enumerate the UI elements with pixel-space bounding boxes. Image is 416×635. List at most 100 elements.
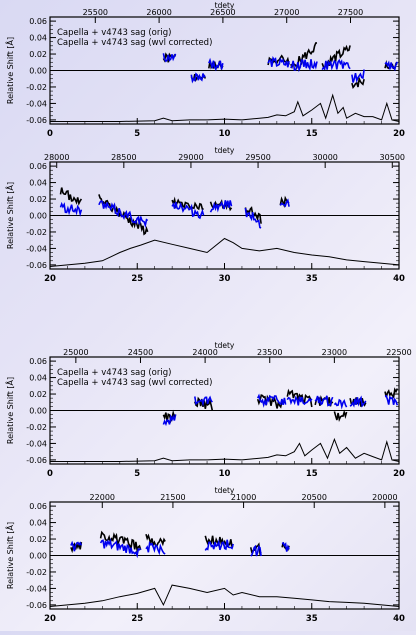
corrected-series-segment <box>314 395 334 407</box>
y-tick-label: -0.04 <box>26 584 47 593</box>
y-tick-label: -0.04 <box>26 99 47 108</box>
y-tick-label: 0.02 <box>29 535 47 544</box>
y-tick-label: 0.02 <box>29 50 47 59</box>
chart-3: 0.06 0.04 0.02 0.00 -0.02 -0.04 -0.060 5 10 15 20 t… <box>4 341 412 479</box>
corrected-series-segment <box>99 538 142 559</box>
corrected-series-segment <box>98 199 149 229</box>
corrected-series-segment <box>250 544 262 557</box>
top-tick-label: 21500 <box>160 493 185 502</box>
y-axis-label: Relative Shift [Å] <box>4 37 15 104</box>
y-tick-label: 0.02 <box>29 390 47 399</box>
corrected-series-segment <box>208 57 224 72</box>
orig-series-segment <box>290 42 318 70</box>
y-tick-label: 0.00 <box>29 212 47 221</box>
chart-1: 0.06 0.04 0.02 0.00 -0.02 -0.04 -0.060 5 10 15 20 t… <box>4 1 405 139</box>
chart-panel-4: 0.06 0.04 0.02 0.00 -0.02 -0.04 -0.06 20 25 30 35 4… <box>0 485 416 635</box>
y-tick-label: 0.06 <box>29 17 47 26</box>
orig-series-segment <box>384 387 399 399</box>
y-tick-label: 0.06 <box>29 357 47 366</box>
bottom-trace-line <box>49 584 400 607</box>
x-tick-label: 25 <box>131 274 143 284</box>
y-tick-label: 0.00 <box>29 552 47 561</box>
x-tick-label: 10 <box>219 469 231 479</box>
x-tick-label: 30 <box>219 614 231 624</box>
x-tick-label: 0 <box>47 129 53 139</box>
corrected-series-segment <box>384 395 399 406</box>
orig-series-segment <box>351 76 365 89</box>
x-tick-label: 35 <box>306 614 318 624</box>
top-tick-label: 25000 <box>63 348 88 357</box>
top-tick-label: 20500 <box>301 493 326 502</box>
bottom-trace-line <box>50 93 400 122</box>
corrected-series-segment <box>190 72 206 84</box>
chart-panel-2: 0.06 0.04 0.02 0.00 -0.02 -0.04 -0.06 20 25 30 35 4… <box>0 145 416 295</box>
y-tick-label: -0.04 <box>26 439 47 448</box>
x-tick-label: 15 <box>306 469 318 479</box>
top-tick-label: 22000 <box>90 493 115 502</box>
y-tick-label: 0.04 <box>29 34 47 43</box>
y-tick-label: 0.02 <box>29 195 47 204</box>
y-axis-label: Relative Shift [Å] <box>4 522 15 589</box>
top-tick-label: 28000 <box>44 153 69 162</box>
y-tick-label: -0.02 <box>26 83 47 92</box>
top-tick-label: 21000 <box>231 493 256 502</box>
x-tick-label: 20 <box>393 129 405 139</box>
orig-series-segment <box>256 394 287 409</box>
orig-series-segment <box>70 541 83 554</box>
x-tick-label: 35 <box>306 274 318 284</box>
chart-4: 0.06 0.04 0.02 0.00 -0.02 -0.04 -0.06 20 25 30 35 4… <box>4 486 405 624</box>
orig-series-segment <box>171 196 204 211</box>
x-tick-label: 20 <box>44 274 56 284</box>
y-tick-label: -0.06 <box>26 116 47 125</box>
y-tick-label: 0.04 <box>29 179 47 188</box>
corrected-series-segment <box>209 200 233 213</box>
corrected-series-segment <box>351 69 365 83</box>
top-axis-label: tdety <box>215 146 235 155</box>
corrected-series-segment <box>267 56 290 68</box>
bottom-trace-line <box>50 437 400 462</box>
top-tick-label: 23000 <box>322 348 347 357</box>
x-tick-label: 10 <box>219 129 231 139</box>
corrected-series-segment <box>279 198 290 208</box>
y-tick-label: 0.06 <box>29 502 47 511</box>
chart-2: 0.06 0.04 0.02 0.00 -0.02 -0.04 -0.06 20 25 30 35 4… <box>4 146 405 284</box>
y-tick-label: -0.02 <box>26 228 47 237</box>
corrected-series-segment <box>171 201 205 220</box>
x-tick-label: 40 <box>393 614 405 624</box>
corrected-series-segment <box>281 541 290 552</box>
y-tick-label: -0.06 <box>26 261 47 270</box>
corrected-series-segment <box>286 395 313 406</box>
corrected-series-segment <box>349 395 367 408</box>
orig-series-segment <box>162 409 177 424</box>
bottom-trace-line <box>49 237 400 267</box>
top-axis-label: tdety <box>215 341 235 350</box>
top-tick-label: 26000 <box>146 8 171 17</box>
legend-corrected: Capella + v4743 sag (wvl corrected) <box>57 378 212 388</box>
x-tick-label: 5 <box>134 469 140 479</box>
corrected-series-segment <box>145 541 166 556</box>
corrected-series-segment <box>70 540 83 552</box>
y-axis-label: Relative Shift [Å] <box>4 377 15 444</box>
top-tick-label: 27500 <box>338 8 363 17</box>
x-tick-label: 20 <box>393 469 405 479</box>
y-tick-label: -0.02 <box>26 423 47 432</box>
y-tick-label: -0.02 <box>26 568 47 577</box>
y-tick-label: 0.04 <box>29 519 47 528</box>
y-tick-label: -0.06 <box>26 456 47 465</box>
corrected-series-segment <box>290 59 318 73</box>
chart-panel-3: 0.06 0.04 0.02 0.00 -0.02 -0.04 -0.06 0 5 10 15 20 t… <box>0 340 416 490</box>
orig-series-segment <box>286 388 313 408</box>
orig-series-segment <box>98 194 149 236</box>
corrected-series-segment <box>244 207 262 229</box>
x-tick-label: 25 <box>131 614 143 624</box>
y-tick-label: 0.00 <box>29 67 47 76</box>
chart-panel-1: 0.06 0.04 0.02 0.00 -0.02 -0.04 -0.06 0 5 10 15 20 t… <box>0 0 416 150</box>
x-tick-label: 15 <box>306 129 318 139</box>
legend-orig: Capella + v4743 sag (orig) <box>57 368 171 378</box>
x-tick-label: 20 <box>44 614 56 624</box>
y-tick-label: 0.06 <box>29 162 47 171</box>
top-tick-label: 30500 <box>380 153 405 162</box>
top-tick-label: 30000 <box>312 153 337 162</box>
top-tick-label: 29000 <box>178 153 203 162</box>
top-tick-label: 24500 <box>128 348 153 357</box>
